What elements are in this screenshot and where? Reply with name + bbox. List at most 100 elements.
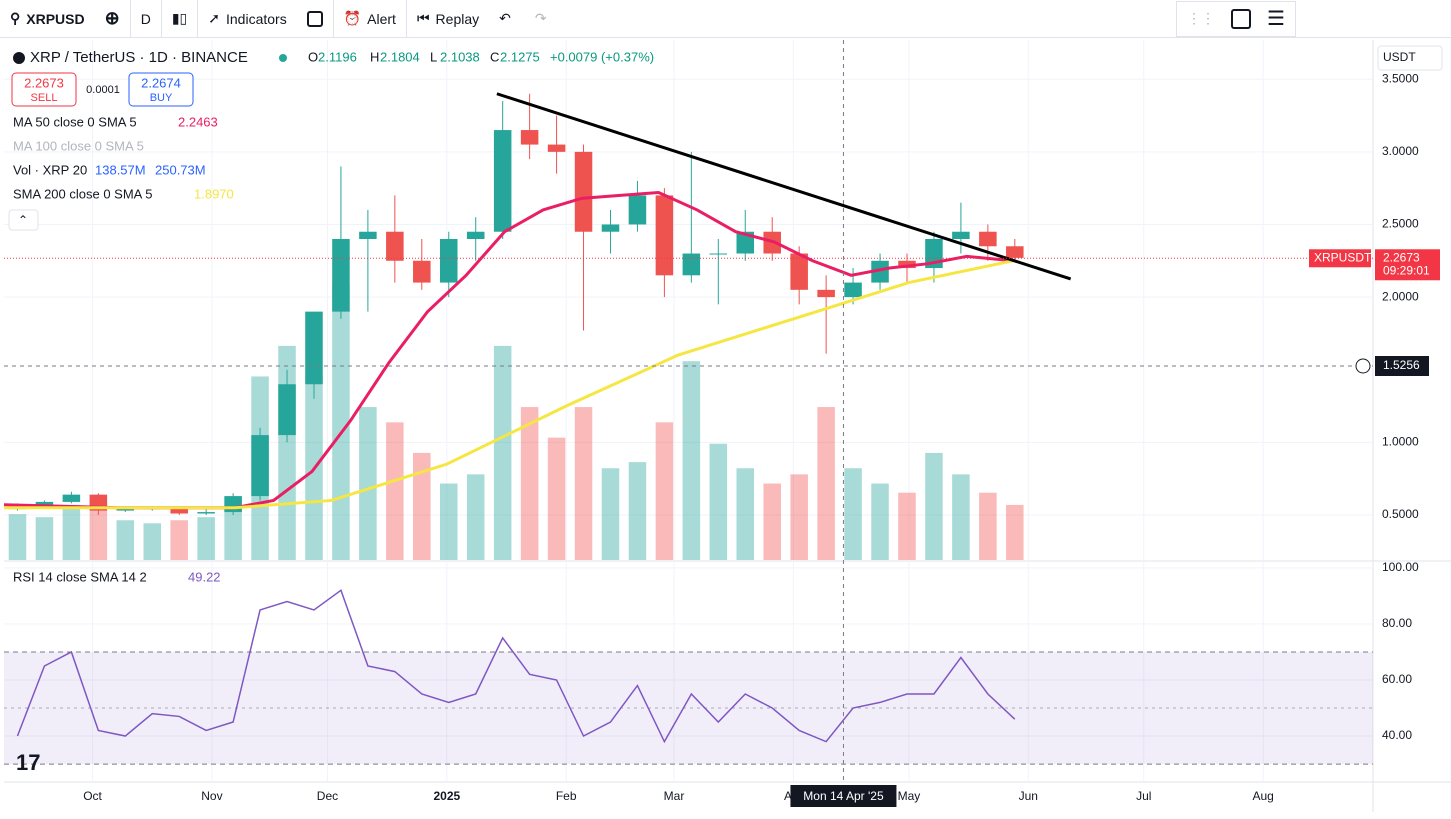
- crosshair-date-label: Mon 14 Apr '25: [803, 789, 884, 803]
- volume-bar: [817, 407, 835, 560]
- volume-bar: [170, 520, 188, 560]
- ohlc-o-label: O: [308, 49, 318, 64]
- candle-body: [898, 260, 916, 269]
- volume-bar: [62, 504, 81, 560]
- x-tick-label: Aug: [1253, 789, 1274, 803]
- candle-body: [278, 384, 296, 436]
- y-tick-label: 3.0000: [1382, 144, 1419, 158]
- crosshair-price-label: 1.5256: [1383, 358, 1420, 372]
- currency-button[interactable]: [1377, 45, 1443, 71]
- y-tick-label: 3.5000: [1382, 71, 1419, 85]
- crosshair-plus: [1355, 358, 1371, 374]
- volume-bar: [601, 468, 620, 560]
- undo[interactable]: ↶: [499, 10, 511, 26]
- volume-bar: [89, 498, 108, 560]
- candle-body: [170, 507, 188, 514]
- candle-body: [332, 238, 350, 312]
- volume-bar: [332, 284, 350, 560]
- candle-body: [574, 151, 593, 232]
- candle-body: [871, 260, 889, 283]
- candle-body: [224, 496, 242, 513]
- layout-tools[interactable]: ⋮⋮ ☰: [1176, 0, 1296, 37]
- candle-body: [628, 195, 647, 225]
- rsi-tick-label: 100.00: [1382, 560, 1419, 574]
- candle-body: [736, 231, 755, 254]
- candle-body: [844, 282, 862, 298]
- candle-body: [547, 144, 566, 152]
- candle-body: [386, 231, 404, 261]
- chart-type-button[interactable]: ▮▯: [162, 0, 199, 37]
- buy-button[interactable]: [128, 72, 194, 107]
- rsi-tick-label: 80.00: [1382, 616, 1412, 630]
- legend-label: Vol · XRP 20: [13, 162, 87, 177]
- countdown: 09:29:01: [1383, 263, 1430, 277]
- rsi-value: 49.22: [188, 569, 221, 584]
- plot: [3, 92, 1373, 765]
- candle-body: [979, 231, 997, 247]
- candle-body: [197, 512, 215, 514]
- y-tick-label: 1.0000: [1382, 435, 1419, 449]
- add-symbol[interactable]: ⊕: [104, 8, 120, 28]
- x-tick-label: 2025: [433, 789, 460, 803]
- templates-icon[interactable]: [306, 10, 323, 27]
- interval-button[interactable]: D: [131, 0, 162, 37]
- ma-line: [3, 190, 1014, 510]
- undo-redo[interactable]: ↶ ↷: [489, 0, 556, 37]
- candle-body: [116, 509, 135, 511]
- grid: [4, 40, 1373, 782]
- spread: 0.0001: [86, 84, 120, 96]
- candle-body: [439, 238, 458, 283]
- replay-button[interactable]: ⏮ Replay: [407, 0, 489, 37]
- candle-body: [952, 231, 970, 239]
- collapse-legend[interactable]: [8, 209, 39, 231]
- redo[interactable]: ↷: [534, 10, 547, 26]
- volume-bar: [386, 422, 404, 560]
- legend-value: 1.8970: [194, 186, 234, 201]
- indicators-label: Indicators: [226, 10, 287, 27]
- sell-label: SELL: [31, 92, 58, 104]
- candle-body: [35, 501, 54, 505]
- sell-button[interactable]: [11, 72, 77, 107]
- tv-logo: 17: [16, 750, 40, 775]
- volume-bar: [871, 483, 889, 560]
- fullscreen[interactable]: [1231, 8, 1251, 29]
- symbol-logo: [13, 52, 25, 64]
- currency: USDT: [1383, 50, 1416, 64]
- x-tick-label: Mar: [664, 789, 685, 803]
- volume-bar: [979, 492, 997, 560]
- rsi-line: [16, 589, 1016, 744]
- buy-label: BUY: [150, 92, 173, 104]
- volume-bar: [143, 523, 162, 560]
- alert-icon: ⏰: [343, 10, 362, 26]
- indicators-button[interactable]: ➚ Indicators: [198, 0, 334, 37]
- candle-body: [62, 494, 81, 502]
- sell-price: 2.2673: [24, 75, 64, 90]
- ohlc-l: 2.1038: [440, 49, 480, 64]
- menu[interactable]: ☰: [1267, 8, 1285, 30]
- alert-button[interactable]: ⏰ Alert: [334, 0, 407, 37]
- volume-bar: [116, 520, 135, 560]
- volume-bar: [547, 437, 566, 560]
- crosshair-price-tag: [1375, 356, 1429, 377]
- candle-body: [466, 231, 485, 239]
- y-tick-label: 2.0000: [1382, 289, 1419, 303]
- candle-body: [1006, 246, 1024, 258]
- overlay: XRP / TetherUS · 1D · BINANCE O 2.1196 H…: [4, 40, 1443, 807]
- candle-body: [305, 311, 323, 385]
- volume-bar: [35, 517, 54, 560]
- search-icon: ⚲: [10, 10, 21, 26]
- ohlc-c: 2.1275: [500, 49, 540, 64]
- toolbar: ⚲ XRPUSD ⊕ D ▮▯ ➚ Indicators ⏰ Alert ⏮ Replay…: [0, 0, 1451, 38]
- ohlc-h: 2.1804: [380, 49, 420, 64]
- candle-icon: ▮▯: [171, 10, 188, 26]
- interval: D: [140, 10, 151, 27]
- symbol-search[interactable]: ⚲ XRPUSD ⊕: [0, 0, 131, 37]
- volume-bar: [197, 517, 215, 560]
- chart-background: [4, 40, 1373, 782]
- volume-bar: [8, 514, 27, 560]
- candle-body: [601, 224, 620, 232]
- x-tick-label: Dec: [317, 789, 338, 803]
- legend-label: SMA 200 close 0 SMA 5: [13, 186, 152, 201]
